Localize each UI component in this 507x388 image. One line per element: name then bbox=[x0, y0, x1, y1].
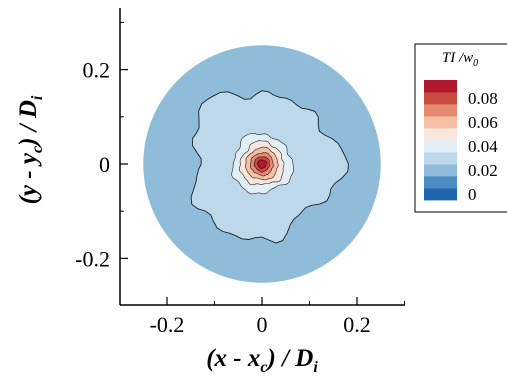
legend-swatch bbox=[424, 104, 457, 117]
legend-swatch bbox=[424, 140, 457, 153]
legend-tick-label: 0 bbox=[468, 185, 477, 204]
legend-swatch bbox=[424, 116, 457, 129]
x-ticks: -0.2 0 0.2 bbox=[150, 297, 405, 337]
x-tick-label: 0.2 bbox=[343, 312, 371, 337]
plot-area bbox=[143, 45, 381, 283]
legend-swatch bbox=[424, 176, 457, 189]
y-tick-label: 0 bbox=[99, 152, 110, 177]
legend-swatch bbox=[424, 188, 457, 201]
contour-level-0-08 bbox=[257, 159, 267, 169]
legend-labels: 0 0.02 0.04 0.06 0.08 bbox=[468, 89, 498, 204]
legend-swatch bbox=[424, 164, 457, 177]
x-tick-label: -0.2 bbox=[150, 312, 185, 337]
legend-tick-label: 0.06 bbox=[468, 113, 498, 132]
y-tick-label: 0.2 bbox=[83, 58, 111, 83]
legend-tick-label: 0.04 bbox=[468, 137, 498, 156]
legend-swatch bbox=[424, 92, 457, 105]
legend-swatch bbox=[424, 152, 457, 165]
legend-tick-label: 0.02 bbox=[468, 161, 498, 180]
legend-swatch bbox=[424, 80, 457, 93]
y-tick-label: -0.2 bbox=[75, 246, 110, 271]
y-axis-label: (y - yc) / Di bbox=[15, 95, 46, 204]
x-axis-label: (x - xc) / Di bbox=[206, 345, 318, 376]
legend-frame bbox=[414, 43, 507, 213]
colorbar-legend: TI /w0 0 0.02 0.04 0.06 0.08 bbox=[414, 43, 507, 213]
legend-swatches bbox=[424, 80, 457, 201]
legend-title: TI /w0 bbox=[442, 50, 478, 69]
legend-swatch bbox=[424, 128, 457, 141]
y-ticks: -0.2 0 0.2 bbox=[75, 21, 128, 271]
legend-tick-label: 0.08 bbox=[468, 89, 498, 108]
x-tick-label: 0 bbox=[257, 312, 268, 337]
